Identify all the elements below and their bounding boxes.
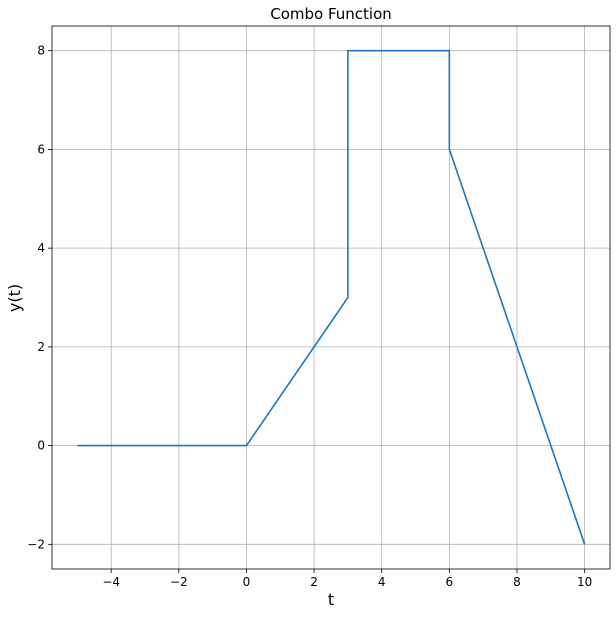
grid-layer [52, 26, 610, 569]
x-tick-label: 4 [378, 575, 386, 589]
x-axis-title: t [328, 590, 334, 609]
ticks-layer: −4 −2 0 2 4 6 8 10 −2 0 2 4 6 8 [27, 44, 592, 589]
plot-frame [51, 25, 611, 570]
x-tick-label: 2 [310, 575, 318, 589]
x-tick-label: −4 [102, 575, 120, 589]
y-tick-label: 2 [37, 340, 45, 354]
y-tick-label: 0 [37, 439, 45, 453]
y-tick-label: −2 [27, 537, 45, 551]
y-tick-label: 4 [37, 241, 45, 255]
y-tick-label: 6 [37, 142, 45, 156]
x-tick-label: 10 [577, 575, 592, 589]
y-axis-title: y(t) [5, 284, 24, 312]
x-tick-label: −2 [170, 575, 188, 589]
x-tick-label: 0 [243, 575, 251, 589]
x-tick-label: 6 [446, 575, 454, 589]
y-tick-label: 8 [37, 44, 45, 58]
x-tick-label: 8 [513, 575, 521, 589]
series-layer [77, 49, 586, 545]
chart-title: Combo Function [270, 5, 392, 23]
series-line [77, 49, 586, 545]
